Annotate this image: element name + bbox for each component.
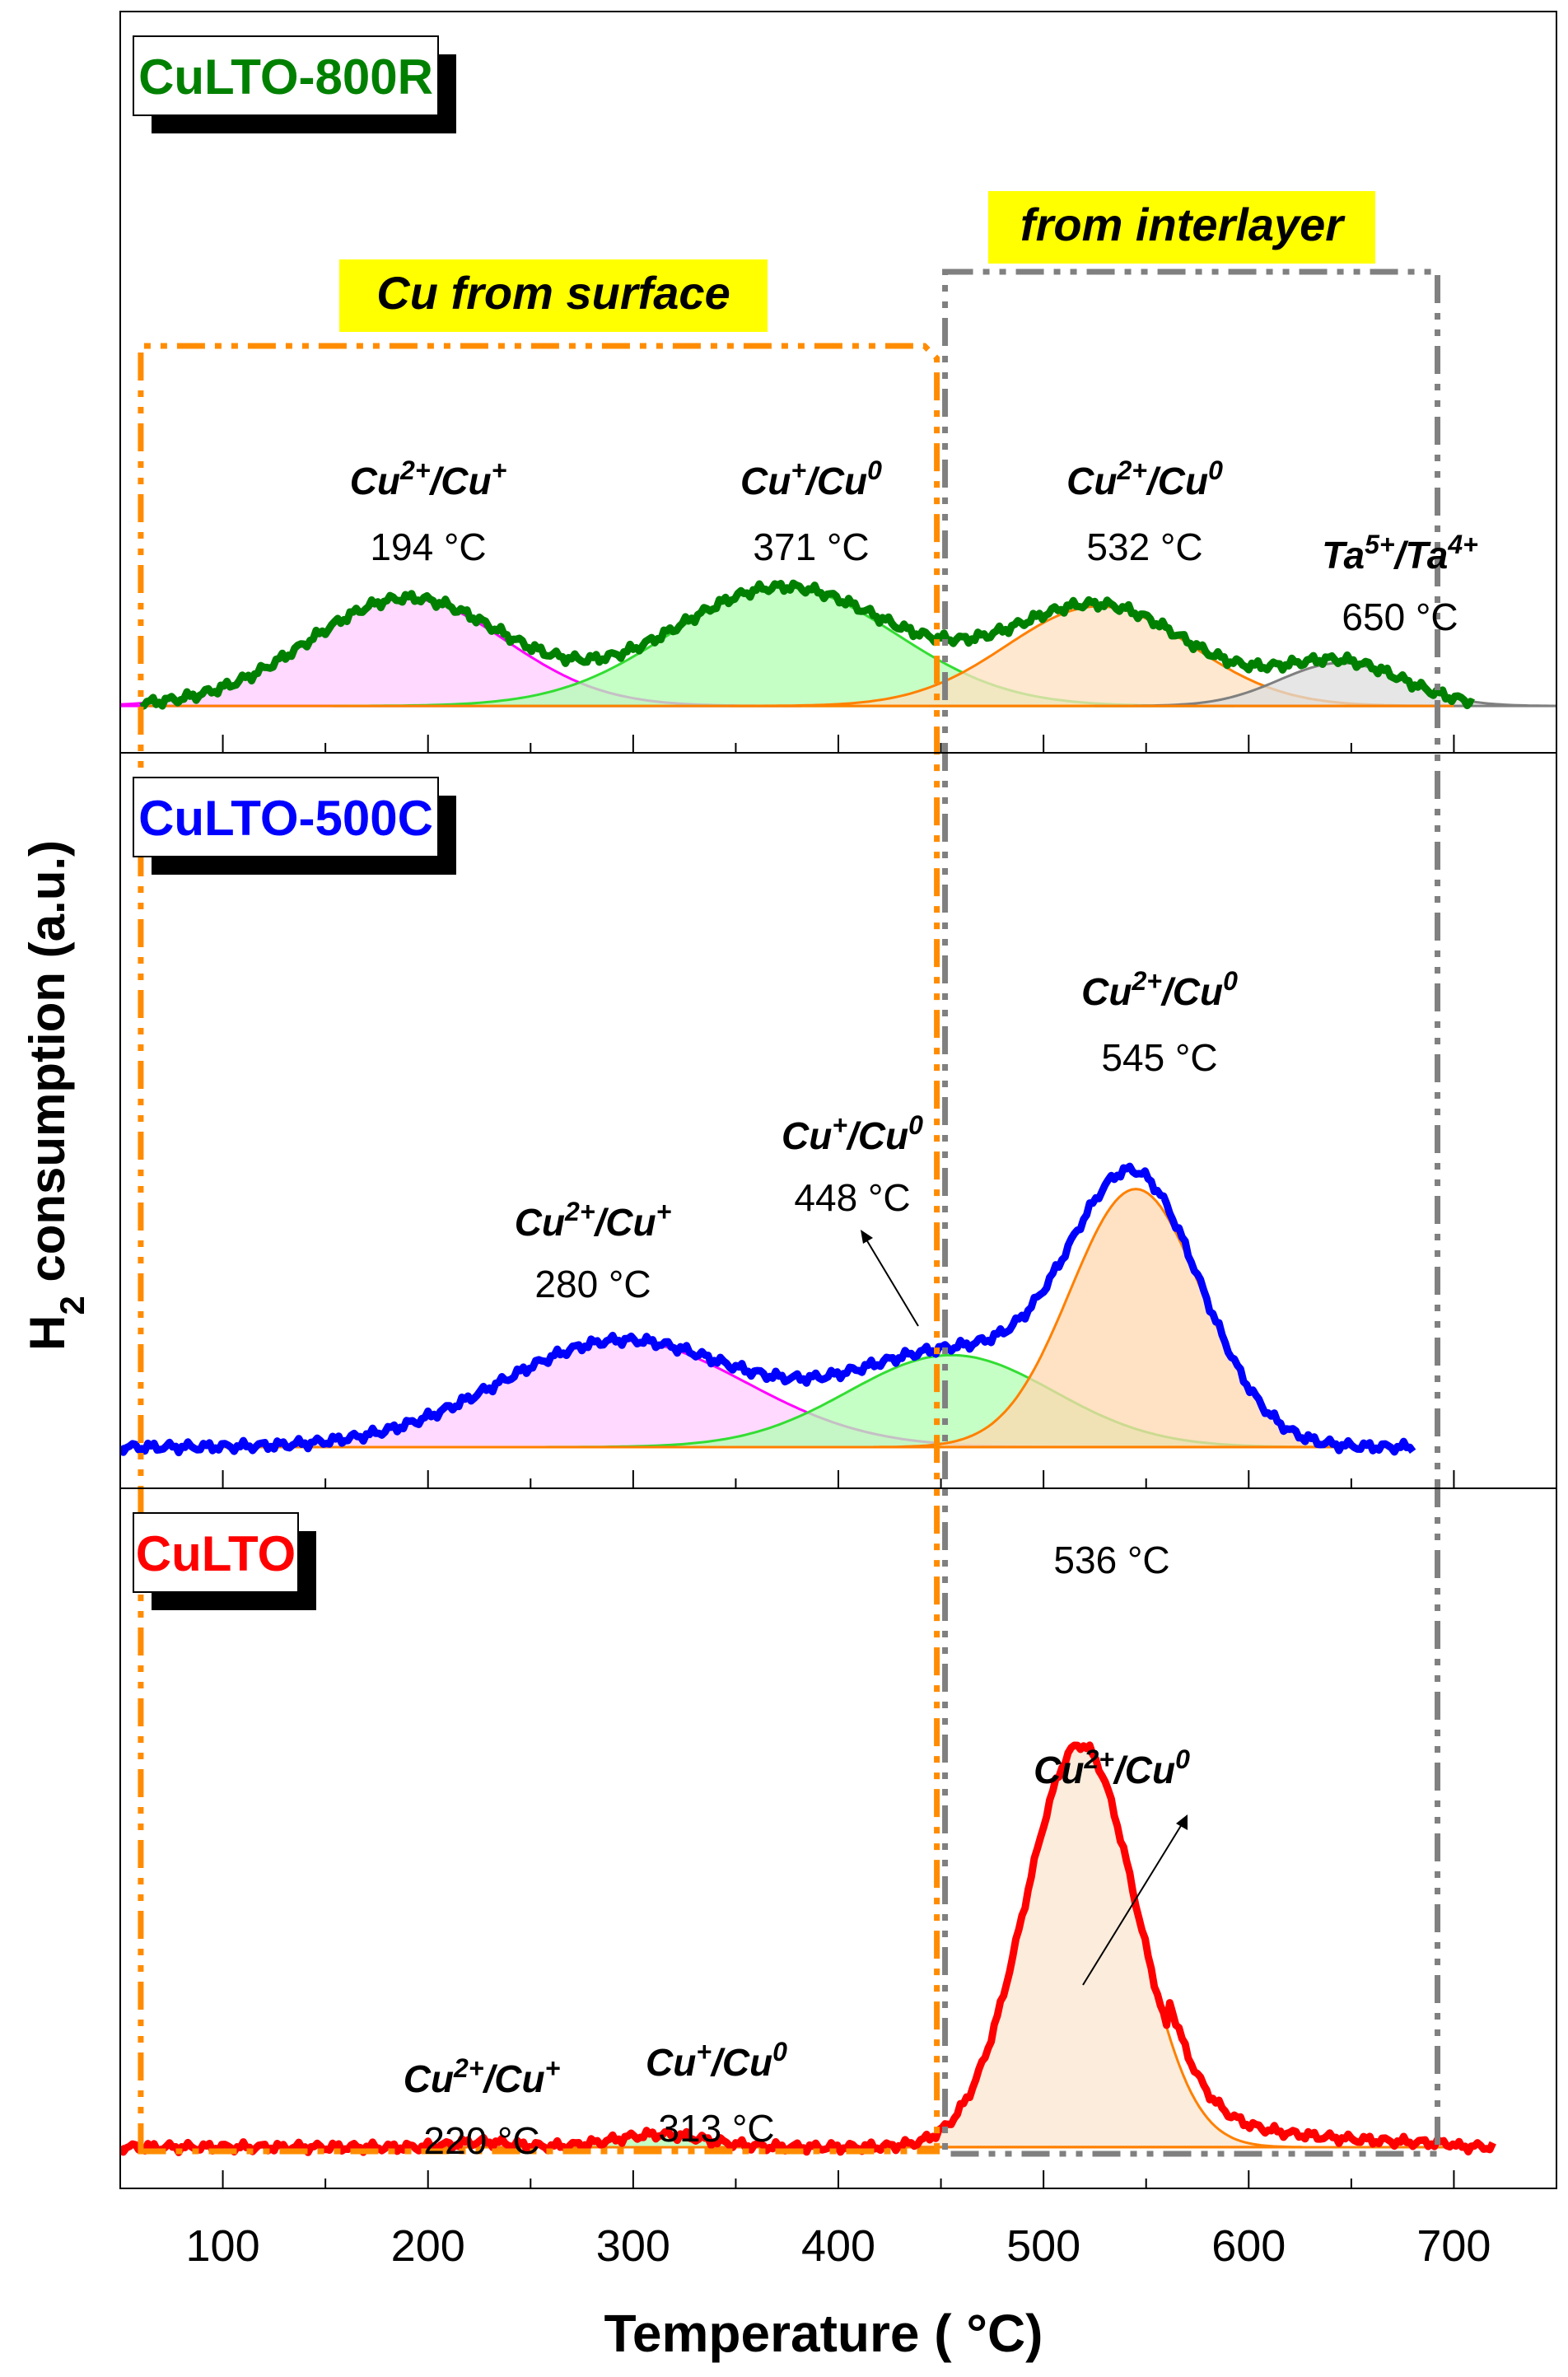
annotation-temp-CuLTO-800R-3: 650 °C [1342,595,1458,638]
annotation-temp-CuLTO-800R-1: 371 °C [753,525,869,568]
panel-label-box-CuLTO [133,1512,299,1593]
annotation-species-CuLTO-2: Cu2+/Cu0 [1034,1744,1190,1791]
annotation-temp-CuLTO-0: 220 °C [423,2119,539,2162]
arrow-head-500c [861,1230,873,1244]
x-tick-label-100: 100 [186,2221,260,2271]
region-label-interlayer: from interlayer [1020,198,1346,250]
arrow-head-culto [1176,1814,1188,1830]
annotation-temp-CuLTO-500C-0: 280 °C [534,1263,651,1305]
region-box-interlayer [942,269,1441,2157]
measured-curve-CuLTO-800R [139,579,1475,711]
x-tick-label-700: 700 [1416,2221,1491,2271]
measured-curve-CuLTO [120,1741,1496,2156]
panel-label-box-CuLTO-500C [133,777,439,857]
panel-label-box-CuLTO-800R [133,35,439,116]
x-tick-label-600: 600 [1211,2221,1286,2271]
annotation-species-CuLTO-800R-2: Cu2+/Cu0 [1066,455,1223,502]
region-box-surface [138,343,940,2155]
arrow-line-500c [866,1239,919,1327]
annotation-species-CuLTO-0: Cu2+/Cu+ [404,2053,561,2100]
panel-label-CuLTO-800R: CuLTO-800R [138,49,433,105]
panel-label-CuLTO: CuLTO [136,1526,296,1581]
arrow-line-culto [1082,1824,1183,1986]
annotation-species-CuLTO-500C-0: Cu2+/Cu+ [515,1197,672,1244]
annotation-temp-CuLTO-800R-0: 194 °C [370,525,486,568]
annotation-temp-CuLTO-800R-2: 532 °C [1086,525,1202,568]
x-tick-label-300: 300 [596,2221,670,2271]
annotation-species-CuLTO-1: Cu+/Cu0 [646,2037,787,2084]
x-axis-title: Temperature ( °C) [604,2304,1043,2363]
annotation-temp-CuLTO-2: 536 °C [1053,1539,1169,1581]
annotation-species-CuLTO-800R-3: Ta5+/Ta4+ [1322,530,1478,577]
panel-label-CuLTO-500C: CuLTO-500C [138,791,433,846]
annotation-temp-CuLTO-1: 313 °C [658,2107,774,2150]
y-axis-title: H2 consumption (a.u.) [20,840,91,1351]
annotation-temp-CuLTO-500C-1: 448 °C [794,1176,910,1219]
region-label-surface: Cu from surface [376,267,730,319]
measured-curve-CuLTO-500C [120,1162,1416,1457]
region-label-bg-surface [339,259,768,332]
annotation-species-CuLTO-800R-0: Cu2+/Cu+ [350,455,507,502]
x-tick-label-200: 200 [391,2221,465,2271]
annotation-species-CuLTO-500C-2: Cu2+/Cu0 [1081,966,1238,1013]
x-tick-label-400: 400 [801,2221,875,2271]
annotation-temp-CuLTO-500C-2: 545 °C [1101,1036,1217,1079]
annotation-species-CuLTO-500C-1: Cu+/Cu0 [782,1110,923,1157]
annotation-species-CuLTO-800R-1: Cu+/Cu0 [740,455,882,502]
x-tick-label-500: 500 [1006,2221,1080,2271]
region-label-bg-interlayer [988,191,1375,264]
